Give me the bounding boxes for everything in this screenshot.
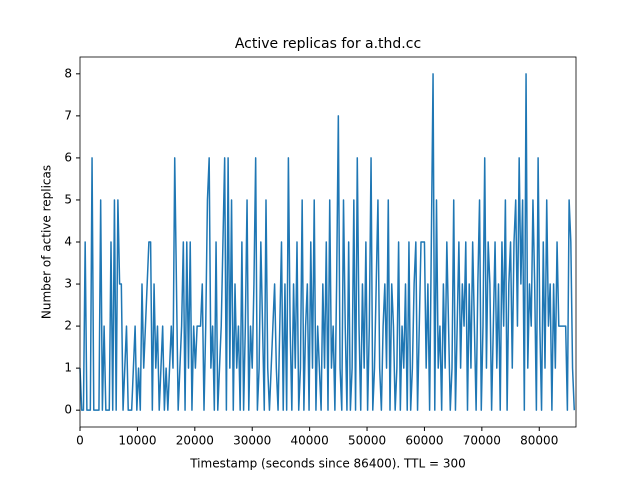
y-tick-label: 6 <box>64 150 72 164</box>
data-line <box>79 73 576 411</box>
chart-title: Active replicas for a.thd.cc <box>235 36 421 52</box>
y-tick-label: 1 <box>64 361 72 375</box>
x-tick-label: 60000 <box>405 434 443 448</box>
y-tick-label: 5 <box>64 192 72 206</box>
x-tick-label: 80000 <box>520 434 558 448</box>
y-tick-label: 8 <box>64 66 72 80</box>
plot-frame <box>79 56 577 428</box>
x-axis-label: Timestamp (seconds since 86400). TTL = 3… <box>189 457 466 471</box>
y-tick-label: 3 <box>64 277 72 291</box>
y-tick-label: 7 <box>64 108 72 122</box>
x-tick-label: 0 <box>76 434 84 448</box>
y-tick-label: 4 <box>64 235 72 249</box>
x-tick-label: 10000 <box>118 434 156 448</box>
x-tick-label: 20000 <box>176 434 214 448</box>
y-tick-label: 2 <box>64 319 72 333</box>
x-tick-label: 40000 <box>291 434 329 448</box>
x-tick-label: 30000 <box>233 434 271 448</box>
y-tick-label: 0 <box>64 403 72 417</box>
y-axis-label: Number of active replicas <box>40 165 54 319</box>
x-tick-label: 70000 <box>463 434 501 448</box>
x-tick-label: 50000 <box>348 434 386 448</box>
